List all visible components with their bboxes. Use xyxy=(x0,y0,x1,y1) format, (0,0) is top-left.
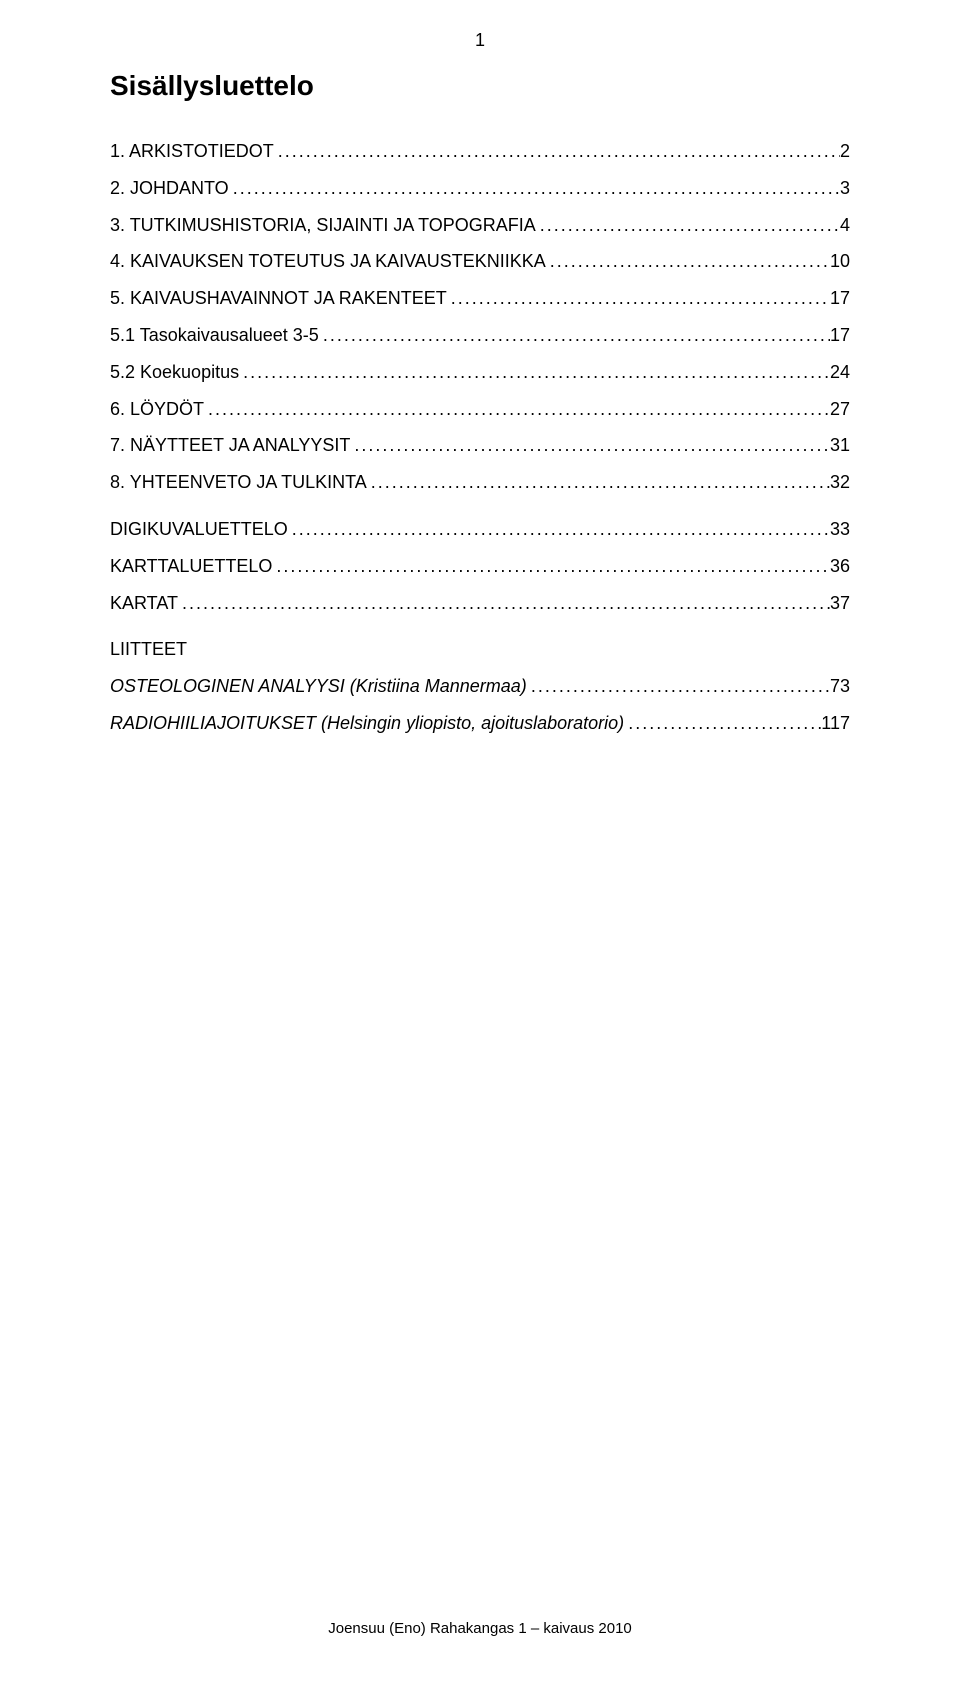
toc-entry-label: 1. ARKISTOTIEDOT xyxy=(110,137,274,166)
page-title: Sisällysluettelo xyxy=(110,70,850,102)
toc-leader-dots: ........................................… xyxy=(447,284,830,313)
toc-entry: 4. KAIVAUKSEN TOTEUTUS JA KAIVAUSTEKNIIK… xyxy=(110,247,850,276)
toc-leader-dots: ........................................… xyxy=(527,672,830,701)
toc-leader-dots: ........................................… xyxy=(204,395,830,424)
toc-entry-page: 33 xyxy=(830,515,850,544)
toc-entry-label: 5.1 Tasokaivausalueet 3-5 xyxy=(110,321,319,350)
toc-entry: 2. JOHDANTO.............................… xyxy=(110,174,850,203)
toc-entry-page: 31 xyxy=(830,431,850,460)
toc-entry-label: 3. TUTKIMUSHISTORIA, SIJAINTI JA TOPOGRA… xyxy=(110,211,536,240)
toc-entry-page: 32 xyxy=(830,468,850,497)
toc-entry: 7. NÄYTTEET JA ANALYYSIT................… xyxy=(110,431,850,460)
toc-leader-dots: ........................................… xyxy=(274,137,840,166)
toc-entry: DIGIKUVALUETTELO........................… xyxy=(110,515,850,544)
toc-entry-page: 27 xyxy=(830,395,850,424)
toc-entry-page: 17 xyxy=(830,284,850,313)
toc-entry-label: 6. LÖYDÖT xyxy=(110,395,204,424)
toc-entry: 5. KAIVAUSHAVAINNOT JA RAKENTEET........… xyxy=(110,284,850,313)
toc-entry-label: OSTEOLOGINEN ANALYYSI (Kristiina Mannerm… xyxy=(110,672,527,701)
toc-entry-label: LIITTEET xyxy=(110,635,187,664)
toc-leader-dots: ........................................… xyxy=(536,211,840,240)
toc-entry: 1. ARKISTOTIEDOT........................… xyxy=(110,137,850,166)
toc-entry-page: 36 xyxy=(830,552,850,581)
toc-entry: LIITTEET xyxy=(110,635,850,664)
toc-leader-dots: ........................................… xyxy=(624,709,821,738)
toc-leader-dots: ........................................… xyxy=(229,174,840,203)
toc-entry-label: 8. YHTEENVETO JA TULKINTA xyxy=(110,468,367,497)
toc-entry-page: 24 xyxy=(830,358,850,387)
toc-entry: RADIOHIILIAJOITUKSET (Helsingin yliopist… xyxy=(110,709,850,738)
toc-entry-page: 4 xyxy=(840,211,850,240)
document-page: 1 Sisällysluettelo 1. ARKISTOTIEDOT.....… xyxy=(0,0,960,1687)
toc-entry: 5.1 Tasokaivausalueet 3-5...............… xyxy=(110,321,850,350)
toc-entry-label: KARTTALUETTELO xyxy=(110,552,272,581)
toc-entry: OSTEOLOGINEN ANALYYSI (Kristiina Mannerm… xyxy=(110,672,850,701)
toc-entry: 6. LÖYDÖT...............................… xyxy=(110,395,850,424)
toc-leader-dots: ........................................… xyxy=(350,431,830,460)
footer-text: Joensuu (Eno) Rahakangas 1 – kaivaus 201… xyxy=(328,1620,632,1637)
toc-entry: 8. YHTEENVETO JA TULKINTA...............… xyxy=(110,468,850,497)
toc-entry-label: RADIOHIILIAJOITUKSET (Helsingin yliopist… xyxy=(110,709,624,738)
toc-entry: 5.2 Koekuopitus.........................… xyxy=(110,358,850,387)
toc-leader-dots: ........................................… xyxy=(546,247,830,276)
toc-entry: 3. TUTKIMUSHISTORIA, SIJAINTI JA TOPOGRA… xyxy=(110,211,850,240)
toc-entry-label: KARTAT xyxy=(110,589,178,618)
toc-entry-page: 73 xyxy=(830,672,850,701)
toc-leader-dots: ........................................… xyxy=(288,515,830,544)
toc-leader-dots: ........................................… xyxy=(178,589,830,618)
toc-leader-dots: ........................................… xyxy=(319,321,830,350)
toc-entry-label: DIGIKUVALUETTELO xyxy=(110,515,288,544)
toc-entry-page: 3 xyxy=(840,174,850,203)
table-of-contents: 1. ARKISTOTIEDOT........................… xyxy=(110,137,850,738)
toc-entry: KARTAT..................................… xyxy=(110,589,850,618)
toc-entry-label: 4. KAIVAUKSEN TOTEUTUS JA KAIVAUSTEKNIIK… xyxy=(110,247,546,276)
toc-entry-label: 2. JOHDANTO xyxy=(110,174,229,203)
toc-entry-label: 5.2 Koekuopitus xyxy=(110,358,239,387)
toc-leader-dots: ........................................… xyxy=(239,358,830,387)
toc-entry-page: 37 xyxy=(830,589,850,618)
toc-entry-label: 5. KAIVAUSHAVAINNOT JA RAKENTEET xyxy=(110,284,447,313)
page-number: 1 xyxy=(475,30,485,51)
toc-entry-page: 2 xyxy=(840,137,850,166)
toc-entry-page: 10 xyxy=(830,247,850,276)
toc-leader-dots: ........................................… xyxy=(272,552,830,581)
toc-entry-page: 117 xyxy=(821,709,850,738)
toc-entry: KARTTALUETTELO..........................… xyxy=(110,552,850,581)
toc-entry-label: 7. NÄYTTEET JA ANALYYSIT xyxy=(110,431,350,460)
toc-entry-page: 17 xyxy=(830,321,850,350)
toc-leader-dots: ........................................… xyxy=(367,468,830,497)
